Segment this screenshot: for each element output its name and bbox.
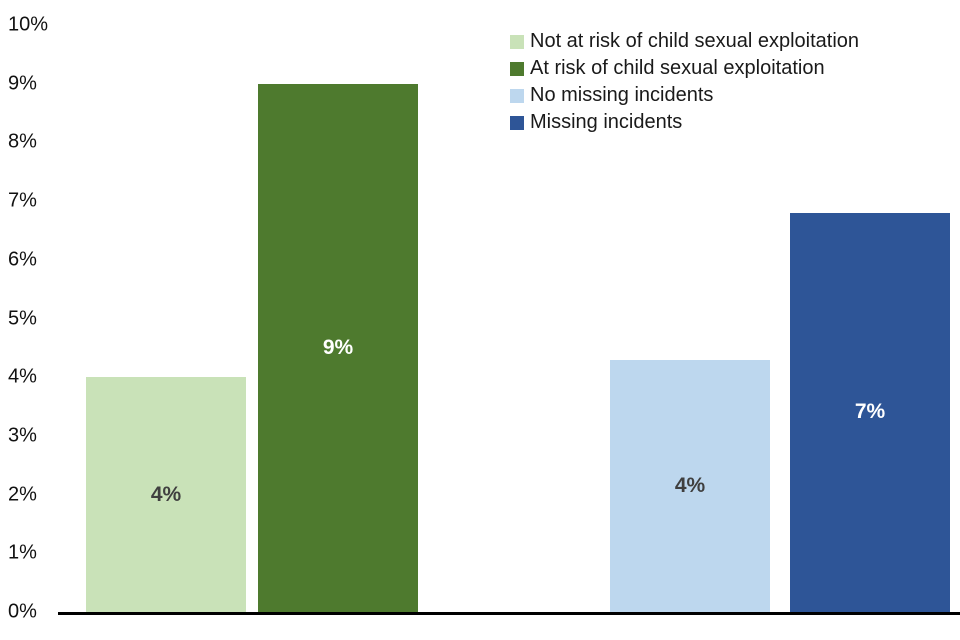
- legend-swatch-icon: [510, 34, 524, 49]
- legend-item: No missing incidents: [510, 82, 859, 109]
- legend-item: At risk of child sexual exploitation: [510, 55, 859, 82]
- bar-1: 4%: [86, 377, 246, 612]
- x-axis-line: [58, 612, 960, 615]
- y-tick-label: 7%: [8, 189, 37, 212]
- y-tick-label: 6%: [8, 248, 37, 271]
- legend-label: Missing incidents: [530, 111, 683, 133]
- bar-2: 9%: [258, 83, 418, 612]
- bar-data-label: 4%: [674, 473, 706, 497]
- y-tick-label: 3%: [8, 424, 37, 447]
- y-tick-label: 9%: [8, 72, 37, 95]
- y-tick-label: 4%: [8, 365, 37, 388]
- legend-swatch-icon: [510, 61, 524, 76]
- y-tick-label: 10%: [8, 13, 49, 36]
- bar-data-label: 9%: [322, 335, 354, 359]
- legend: Not at risk of child sexual exploitation…: [510, 28, 859, 136]
- legend-label: At risk of child sexual exploitation: [530, 57, 825, 79]
- legend-swatch-icon: [510, 115, 524, 130]
- legend-item: Not at risk of child sexual exploitation: [510, 28, 859, 55]
- y-tick-label: 8%: [8, 130, 37, 153]
- legend-swatch-icon: [510, 88, 524, 103]
- bar-3: 4%: [610, 359, 770, 612]
- legend-item: Missing incidents: [510, 109, 859, 136]
- y-tick-label: 2%: [8, 483, 37, 506]
- legend-label: Not at risk of child sexual exploitation: [530, 30, 860, 52]
- legend-label: No missing incidents: [530, 84, 714, 106]
- y-tick-label: 5%: [8, 307, 37, 329]
- bar-data-label: 7%: [854, 400, 886, 424]
- bar-data-label: 4%: [150, 482, 182, 506]
- bar-4: 7%: [790, 212, 950, 612]
- y-tick-label: 1%: [8, 541, 37, 564]
- y-tick-label: 0%: [8, 600, 37, 623]
